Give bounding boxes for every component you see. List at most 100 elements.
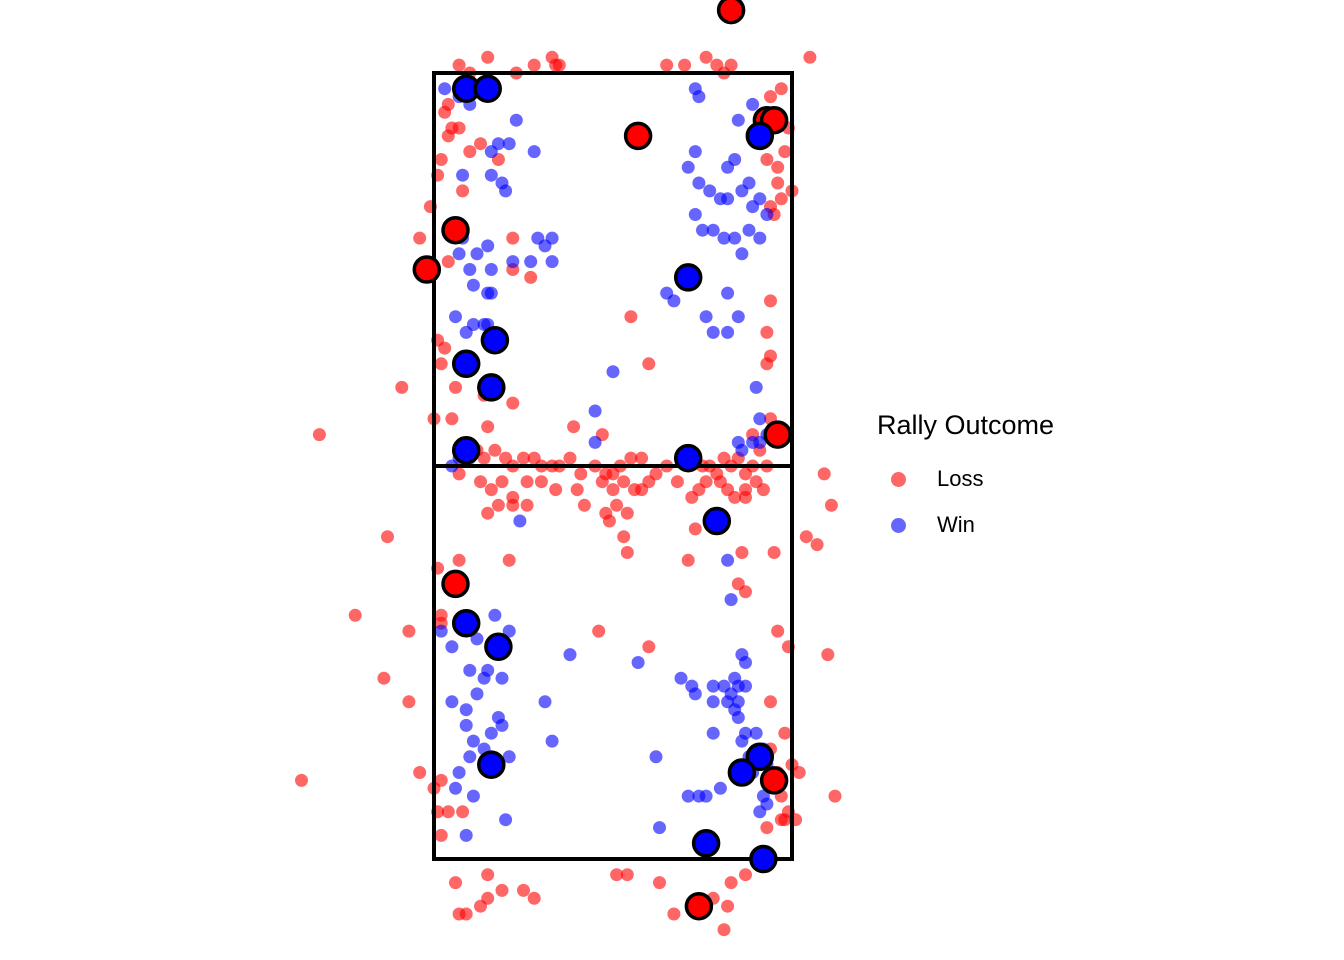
loss-point: [563, 451, 577, 465]
win-point: [456, 168, 470, 182]
points-layer: [295, 50, 842, 937]
win-point: [463, 263, 477, 276]
win-point: [681, 160, 695, 174]
loss-point: [610, 498, 624, 512]
loss-point: [685, 490, 699, 504]
win-point: [735, 734, 749, 748]
win-point: [713, 781, 727, 795]
loss-point: [312, 428, 326, 442]
win-point: [717, 231, 731, 245]
loss-point: [771, 624, 785, 638]
legend-label-win: Win: [937, 512, 975, 537]
win-highlighted-point: [480, 325, 510, 355]
loss-point: [441, 805, 455, 819]
loss-point: [495, 883, 509, 897]
loss-point: [774, 192, 788, 206]
win-point: [449, 781, 462, 795]
loss-point: [395, 380, 409, 394]
loss-point: [577, 498, 591, 512]
loss-point: [771, 176, 785, 190]
win-highlighted-point: [745, 121, 775, 151]
loss-point: [502, 553, 516, 567]
win-point: [706, 726, 720, 740]
win-point: [470, 687, 484, 701]
loss-point: [524, 270, 538, 284]
win-point: [466, 789, 480, 803]
loss-point: [606, 467, 620, 481]
loss-point: [602, 514, 616, 528]
loss-point: [570, 483, 584, 497]
loss-highlighted-point: [623, 121, 653, 151]
win-point: [753, 412, 767, 426]
loss-point: [620, 506, 634, 520]
loss-point: [717, 923, 731, 937]
win-point: [681, 789, 695, 803]
loss-point: [764, 90, 777, 104]
loss-point: [688, 522, 702, 536]
win-point: [502, 624, 516, 638]
loss-point: [803, 50, 817, 64]
loss-point: [527, 891, 541, 905]
win-point: [502, 750, 516, 764]
court-lines: [432, 71, 794, 861]
win-point: [466, 734, 480, 748]
win-highlighted-point: [451, 436, 481, 465]
win-point: [706, 325, 720, 339]
win-point: [688, 208, 702, 221]
win-point: [449, 310, 462, 324]
win-point: [706, 223, 720, 237]
win-point: [692, 176, 706, 190]
loss-highlighted-point: [759, 766, 789, 795]
win-point: [452, 766, 466, 779]
win-highlighted-point: [745, 742, 775, 772]
loss-point: [452, 553, 466, 567]
loss-point: [821, 648, 835, 662]
loss-point: [670, 475, 684, 489]
loss-point: [724, 876, 738, 890]
win-highlighted-point: [673, 443, 703, 473]
win-point: [463, 663, 477, 677]
win-point: [746, 97, 760, 111]
loss-point: [463, 145, 477, 159]
loss-point: [799, 530, 813, 544]
loss-point: [635, 451, 649, 465]
loss-point: [681, 553, 695, 567]
loss-point: [778, 813, 792, 827]
loss-point: [481, 50, 495, 64]
loss-point: [295, 773, 308, 787]
win-point: [706, 679, 720, 693]
loss-point: [402, 695, 416, 709]
loss-point: [495, 475, 509, 489]
win-point: [721, 695, 735, 709]
loss-point: [441, 129, 455, 143]
win-point: [459, 828, 473, 842]
loss-point: [517, 883, 530, 897]
loss-point: [517, 451, 530, 465]
loss-point: [592, 624, 606, 638]
win-point: [588, 435, 602, 449]
loss-point: [456, 184, 470, 198]
loss-point: [348, 608, 362, 622]
loss-point: [434, 828, 448, 842]
loss-point: [678, 58, 692, 72]
win-point: [484, 168, 498, 182]
win-highlighted-point: [451, 349, 481, 379]
win-point: [484, 263, 498, 276]
win-point: [753, 192, 767, 206]
loss-point: [381, 530, 394, 544]
win-point: [484, 286, 498, 300]
win-point: [459, 325, 473, 339]
loss-point: [764, 695, 777, 709]
win-point: [721, 553, 735, 567]
loss-point: [434, 153, 448, 166]
loss-point: [699, 475, 713, 489]
loss-point: [441, 255, 455, 269]
loss-point: [828, 789, 842, 803]
win-point: [438, 82, 452, 96]
loss-point: [402, 624, 416, 638]
win-point: [692, 90, 706, 104]
loss-point: [491, 498, 505, 512]
loss-point: [552, 58, 566, 72]
win-point: [721, 325, 735, 339]
loss-highlighted-point: [412, 255, 442, 284]
